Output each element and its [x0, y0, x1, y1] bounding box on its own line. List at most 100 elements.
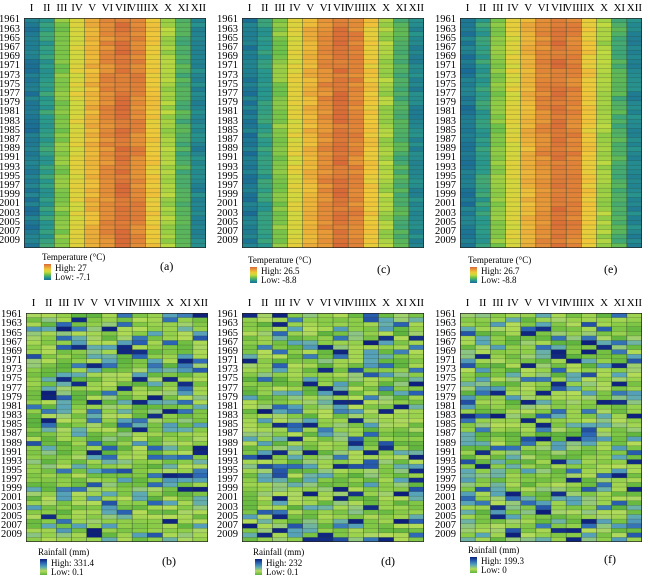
heat-cell	[596, 418, 613, 424]
heat-cell	[257, 381, 273, 387]
month-label-VII: VII	[550, 297, 567, 309]
heat-cell	[566, 82, 582, 88]
heat-cell	[551, 50, 567, 56]
heat-cell	[117, 404, 133, 410]
heat-cell	[611, 404, 628, 410]
heat-cell	[39, 197, 55, 203]
heat-cell	[242, 409, 258, 415]
heat-cell	[26, 400, 42, 405]
heat-cell	[162, 418, 179, 424]
heat-cell	[272, 91, 288, 97]
heat-cell	[596, 482, 613, 488]
heat-cell	[475, 45, 491, 51]
heat-cell	[272, 523, 288, 529]
heat-cell	[302, 50, 319, 56]
heat-cell	[378, 197, 395, 203]
year-label-1971: 1971	[0, 60, 20, 72]
heat-cell	[177, 473, 194, 479]
heat-cell	[242, 45, 258, 51]
heat-cell	[551, 234, 567, 240]
heat-cell	[41, 400, 57, 405]
heat-cell	[520, 514, 537, 520]
heat-cell	[39, 188, 55, 194]
heat-cell	[566, 22, 582, 28]
heat-cell	[490, 477, 506, 483]
heat-cell	[177, 537, 194, 542]
heat-cell	[551, 82, 567, 88]
heat-cell	[626, 354, 642, 360]
heat-cell	[611, 317, 628, 323]
heat-cell	[287, 537, 304, 542]
year-label-1967: 1967	[217, 41, 238, 53]
heat-cell	[378, 192, 395, 198]
heat-cell	[302, 523, 319, 529]
heat-cell	[115, 183, 131, 189]
heat-cell	[160, 215, 177, 221]
heat-cell	[460, 313, 476, 318]
heat-cell	[257, 322, 273, 328]
heat-cell	[99, 151, 116, 157]
heat-cell	[626, 238, 642, 244]
heat-cell	[393, 372, 410, 378]
heat-cell	[475, 354, 491, 360]
heat-cell	[333, 422, 349, 428]
heat-cell	[175, 146, 192, 152]
heat-cell	[520, 500, 537, 506]
heat-cell	[287, 151, 304, 157]
heat-cell	[333, 137, 349, 143]
heat-cell	[302, 381, 319, 387]
heat-cell	[287, 487, 304, 493]
heat-cell	[272, 183, 288, 189]
heat-cell	[145, 110, 161, 115]
heat-cell	[132, 496, 148, 502]
heat-cell	[115, 105, 131, 111]
heat-cell	[101, 358, 118, 364]
heat-cell	[520, 523, 537, 529]
heat-cell	[520, 441, 537, 447]
heat-cell	[317, 105, 334, 111]
heat-cell	[490, 151, 506, 157]
heat-cell	[348, 18, 364, 23]
heat-cell	[581, 197, 597, 203]
heat-cell	[69, 87, 86, 92]
heat-cell	[581, 50, 597, 56]
heat-cell	[26, 445, 42, 451]
heat-cell	[287, 372, 304, 378]
heat-cell	[86, 400, 103, 405]
heat-cell	[566, 234, 582, 240]
heat-cell	[460, 400, 476, 405]
heat-cell	[242, 206, 258, 212]
heat-cell	[333, 128, 349, 134]
heat-cell	[348, 22, 364, 28]
heat-cell	[162, 363, 179, 369]
heat-cell	[101, 326, 118, 332]
heat-cell	[551, 54, 567, 60]
heat-cell	[535, 322, 552, 328]
heat-cell	[190, 211, 206, 217]
year-label-1977: 1977	[435, 382, 456, 394]
heat-cell	[566, 41, 582, 46]
heat-cell	[348, 119, 364, 125]
heat-cell	[272, 197, 288, 203]
month-label-VII: VII	[332, 297, 349, 309]
heat-cell	[333, 238, 349, 244]
heat-cell	[257, 91, 273, 97]
heat-cell	[566, 459, 582, 465]
year-label-1979: 1979	[435, 391, 456, 403]
heat-cell	[535, 137, 552, 143]
heat-cell	[490, 509, 506, 515]
heat-cell	[242, 243, 258, 248]
heat-cell	[272, 179, 288, 184]
panel-f: I II III IV V VI VII VIII IX X XI XII 1961 1963 1965 19…	[434, 290, 650, 579]
heat-cell	[475, 215, 491, 221]
heat-cell	[611, 31, 628, 37]
heat-cell	[175, 59, 192, 65]
heat-cell	[192, 326, 208, 332]
heat-cell	[581, 509, 597, 515]
heat-cell	[581, 160, 597, 166]
heat-cell	[333, 27, 349, 33]
heat-cell	[24, 225, 40, 230]
heat-cell	[490, 409, 506, 415]
heat-cell	[626, 215, 642, 221]
heat-cell	[505, 367, 522, 373]
